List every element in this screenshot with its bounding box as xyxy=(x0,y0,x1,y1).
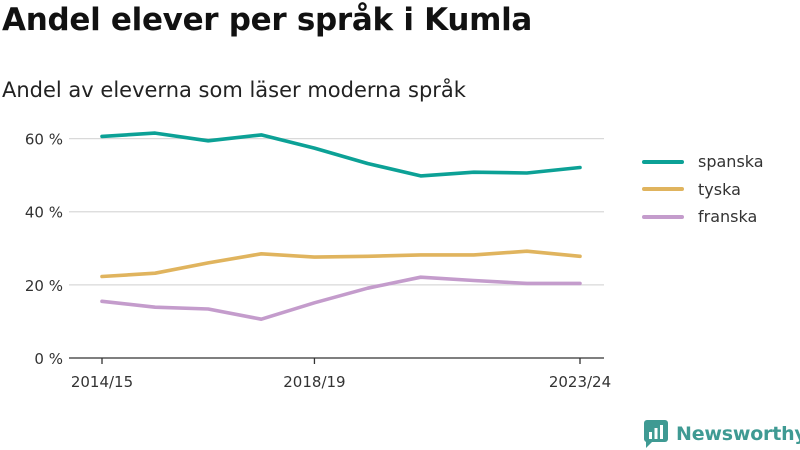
legend-swatch-spanska xyxy=(642,159,684,164)
legend-item-tyska: tyska xyxy=(642,176,764,204)
axes: 0 % 20 % 40 % 60 % 2014/15 2018/19 2023/24 xyxy=(25,131,611,391)
legend-label-tyska: tyska xyxy=(698,179,741,199)
legend-swatch-franska xyxy=(642,214,684,219)
newsworthy-logo: Newsworthy xyxy=(644,420,800,448)
x-tick-label: 2014/15 xyxy=(71,373,133,391)
series-line-spanska xyxy=(100,131,582,178)
y-tick-label: 0 % xyxy=(34,350,63,368)
chart-subtitle: Andel av eleverna som läser moderna språ… xyxy=(2,78,466,102)
brand-name: Newsworthy xyxy=(676,423,800,445)
legend-label-franska: franska xyxy=(698,207,758,227)
series-line-tyska xyxy=(100,249,582,279)
legend: spanska tyska franska xyxy=(642,148,764,231)
y-tick-label: 20 % xyxy=(25,277,63,295)
legend-label-spanska: spanska xyxy=(698,152,764,172)
chart-title: Andel elever per språk i Kumla xyxy=(2,2,533,38)
y-tick-label: 40 % xyxy=(25,204,63,222)
legend-item-franska: franska xyxy=(642,203,764,231)
y-tick-label: 60 % xyxy=(25,131,63,149)
legend-item-spanska: spanska xyxy=(642,148,764,176)
legend-swatch-tyska xyxy=(642,187,684,192)
series-line-franska xyxy=(100,275,582,322)
bar-chart-bubble-icon xyxy=(644,420,668,448)
series-lines xyxy=(100,131,582,322)
grid-lines xyxy=(69,137,604,286)
x-tick-label: 2018/19 xyxy=(283,373,345,391)
x-tick-label: 2023/24 xyxy=(549,373,611,391)
